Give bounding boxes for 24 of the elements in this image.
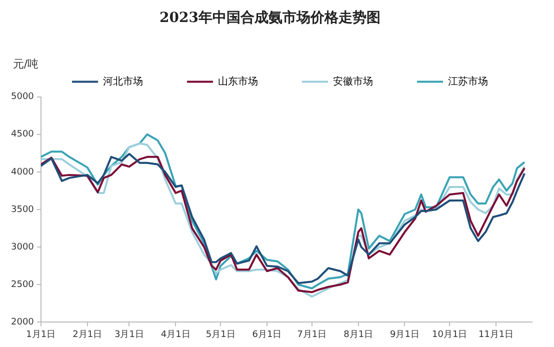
legend-label: 河北市场: [103, 75, 143, 88]
y-tick-label: 2000: [11, 318, 34, 328]
x-tick-label: 4月1日: [160, 330, 190, 340]
x-tick-label: 5月1日: [206, 330, 236, 340]
x-tick-label: 10月1日: [432, 330, 468, 340]
y-tick-label: 3000: [11, 242, 34, 252]
x-tick-label: 3月1日: [114, 330, 144, 340]
x-tick-label: 2月1日: [72, 330, 102, 340]
y-tick-label: 4000: [11, 167, 34, 178]
x-tick-label: 6月1日: [252, 330, 282, 340]
x-tick-label: 1月1日: [26, 330, 56, 340]
legend-label: 安徽市场: [333, 75, 373, 88]
x-tick-label: 8月1日: [344, 330, 374, 340]
chart-title: 2023年中国合成氨市场价格走势图: [160, 9, 380, 26]
x-tick-label: 11月1日: [478, 330, 514, 340]
y-tick-label: 4500: [11, 130, 34, 140]
y-tick-label: 5000: [11, 92, 34, 102]
y-tick-label: 3500: [11, 204, 34, 215]
x-tick-label: 9月1日: [390, 330, 420, 340]
y-axis-title: 元/吨: [12, 58, 39, 71]
legend-label: 山东市场: [218, 75, 258, 88]
x-tick-label: 7月1日: [297, 330, 327, 340]
legend-label: 江苏市场: [448, 75, 488, 88]
y-tick-label: 2500: [11, 280, 34, 290]
